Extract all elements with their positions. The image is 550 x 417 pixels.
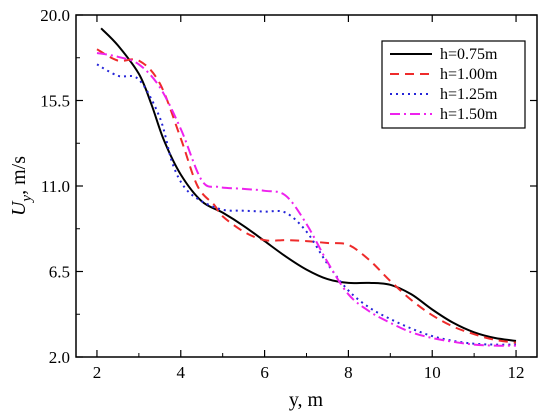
series-line-3	[96, 63, 517, 346]
y-tick-label: 6.5	[49, 263, 70, 282]
y-tick-label: 2.0	[49, 348, 70, 367]
legend-label-2: h=1.00m	[440, 66, 498, 83]
y-axis-label-unit: , m/s	[8, 156, 30, 195]
y-axis-label-subscript: y	[19, 195, 35, 204]
x-tick-label: 12	[508, 363, 525, 382]
x-tick-label: 6	[260, 363, 269, 382]
x-tick-label: 4	[177, 363, 186, 382]
x-tick-label: 10	[424, 363, 441, 382]
series-line-4	[96, 52, 517, 347]
y-tick-label: 20.0	[40, 6, 70, 25]
y-axis-label-main: U	[8, 200, 30, 216]
series-lines	[96, 27, 517, 347]
axis-ticks: 2 4 6 8 10 12 2.0 6.5 11.0 15.5 20.0	[40, 6, 537, 382]
series-line-2	[96, 48, 517, 344]
y-tick-label: 15.5	[40, 92, 70, 111]
x-axis-label: y, m	[289, 389, 324, 411]
y-axis-label: Uy, m/s	[8, 156, 35, 216]
legend-label-1: h=0.75m	[440, 46, 498, 63]
series-line-1	[100, 27, 517, 342]
x-tick-label: 8	[344, 363, 353, 382]
legend-label-3: h=1.25m	[440, 86, 498, 103]
y-tick-label: 11.0	[41, 177, 70, 196]
x-tick-label: 2	[93, 363, 102, 382]
legend-label-4: h=1.50m	[440, 106, 498, 123]
legend: h=0.75m h=1.00m h=1.25m h=1.50m	[381, 40, 526, 129]
